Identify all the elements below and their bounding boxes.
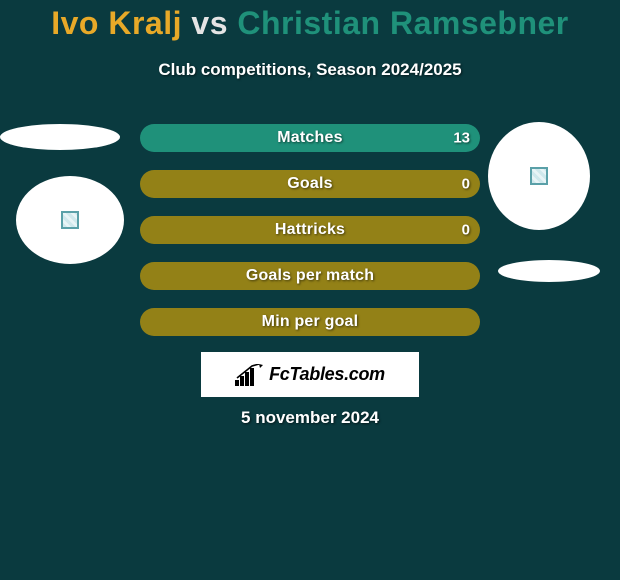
player1-avatar bbox=[16, 176, 124, 264]
player2-avatar bbox=[488, 122, 590, 230]
placeholder-icon bbox=[61, 211, 79, 229]
subtitle: Club competitions, Season 2024/2025 bbox=[0, 60, 620, 80]
stat-bar: Hattricks 0 bbox=[140, 216, 480, 244]
fctables-icon bbox=[235, 364, 263, 386]
logo-text: FcTables.com bbox=[269, 364, 385, 385]
stat-label: Hattricks bbox=[275, 221, 345, 239]
stat-label: Matches bbox=[277, 129, 342, 147]
avatar-shadow-left bbox=[0, 124, 120, 150]
stat-bar: Goals 0 bbox=[140, 170, 480, 198]
comparison-title: Ivo Kralj vs Christian Ramsebner bbox=[0, 5, 620, 42]
stat-label: Min per goal bbox=[262, 313, 359, 331]
stat-bar: Matches 13 bbox=[140, 124, 480, 152]
vs-text: vs bbox=[191, 5, 228, 41]
player1-name: Ivo Kralj bbox=[51, 5, 182, 41]
stat-bars: Matches 13 Goals 0 Hattricks 0 Goals per match… bbox=[140, 124, 480, 354]
stat-value-right: 0 bbox=[462, 222, 470, 239]
stat-bar: Goals per match bbox=[140, 262, 480, 290]
avatar-shadow-right bbox=[498, 260, 600, 282]
date-line: 5 november 2024 bbox=[0, 408, 620, 428]
stat-bar: Min per goal bbox=[140, 308, 480, 336]
player2-name: Christian Ramsebner bbox=[237, 5, 568, 41]
placeholder-icon bbox=[530, 167, 548, 185]
stat-value-right: 13 bbox=[453, 130, 470, 147]
logo-plate: FcTables.com bbox=[201, 352, 419, 397]
stat-label: Goals per match bbox=[246, 267, 374, 285]
stat-value-right: 0 bbox=[462, 176, 470, 193]
stat-label: Goals bbox=[287, 175, 332, 193]
